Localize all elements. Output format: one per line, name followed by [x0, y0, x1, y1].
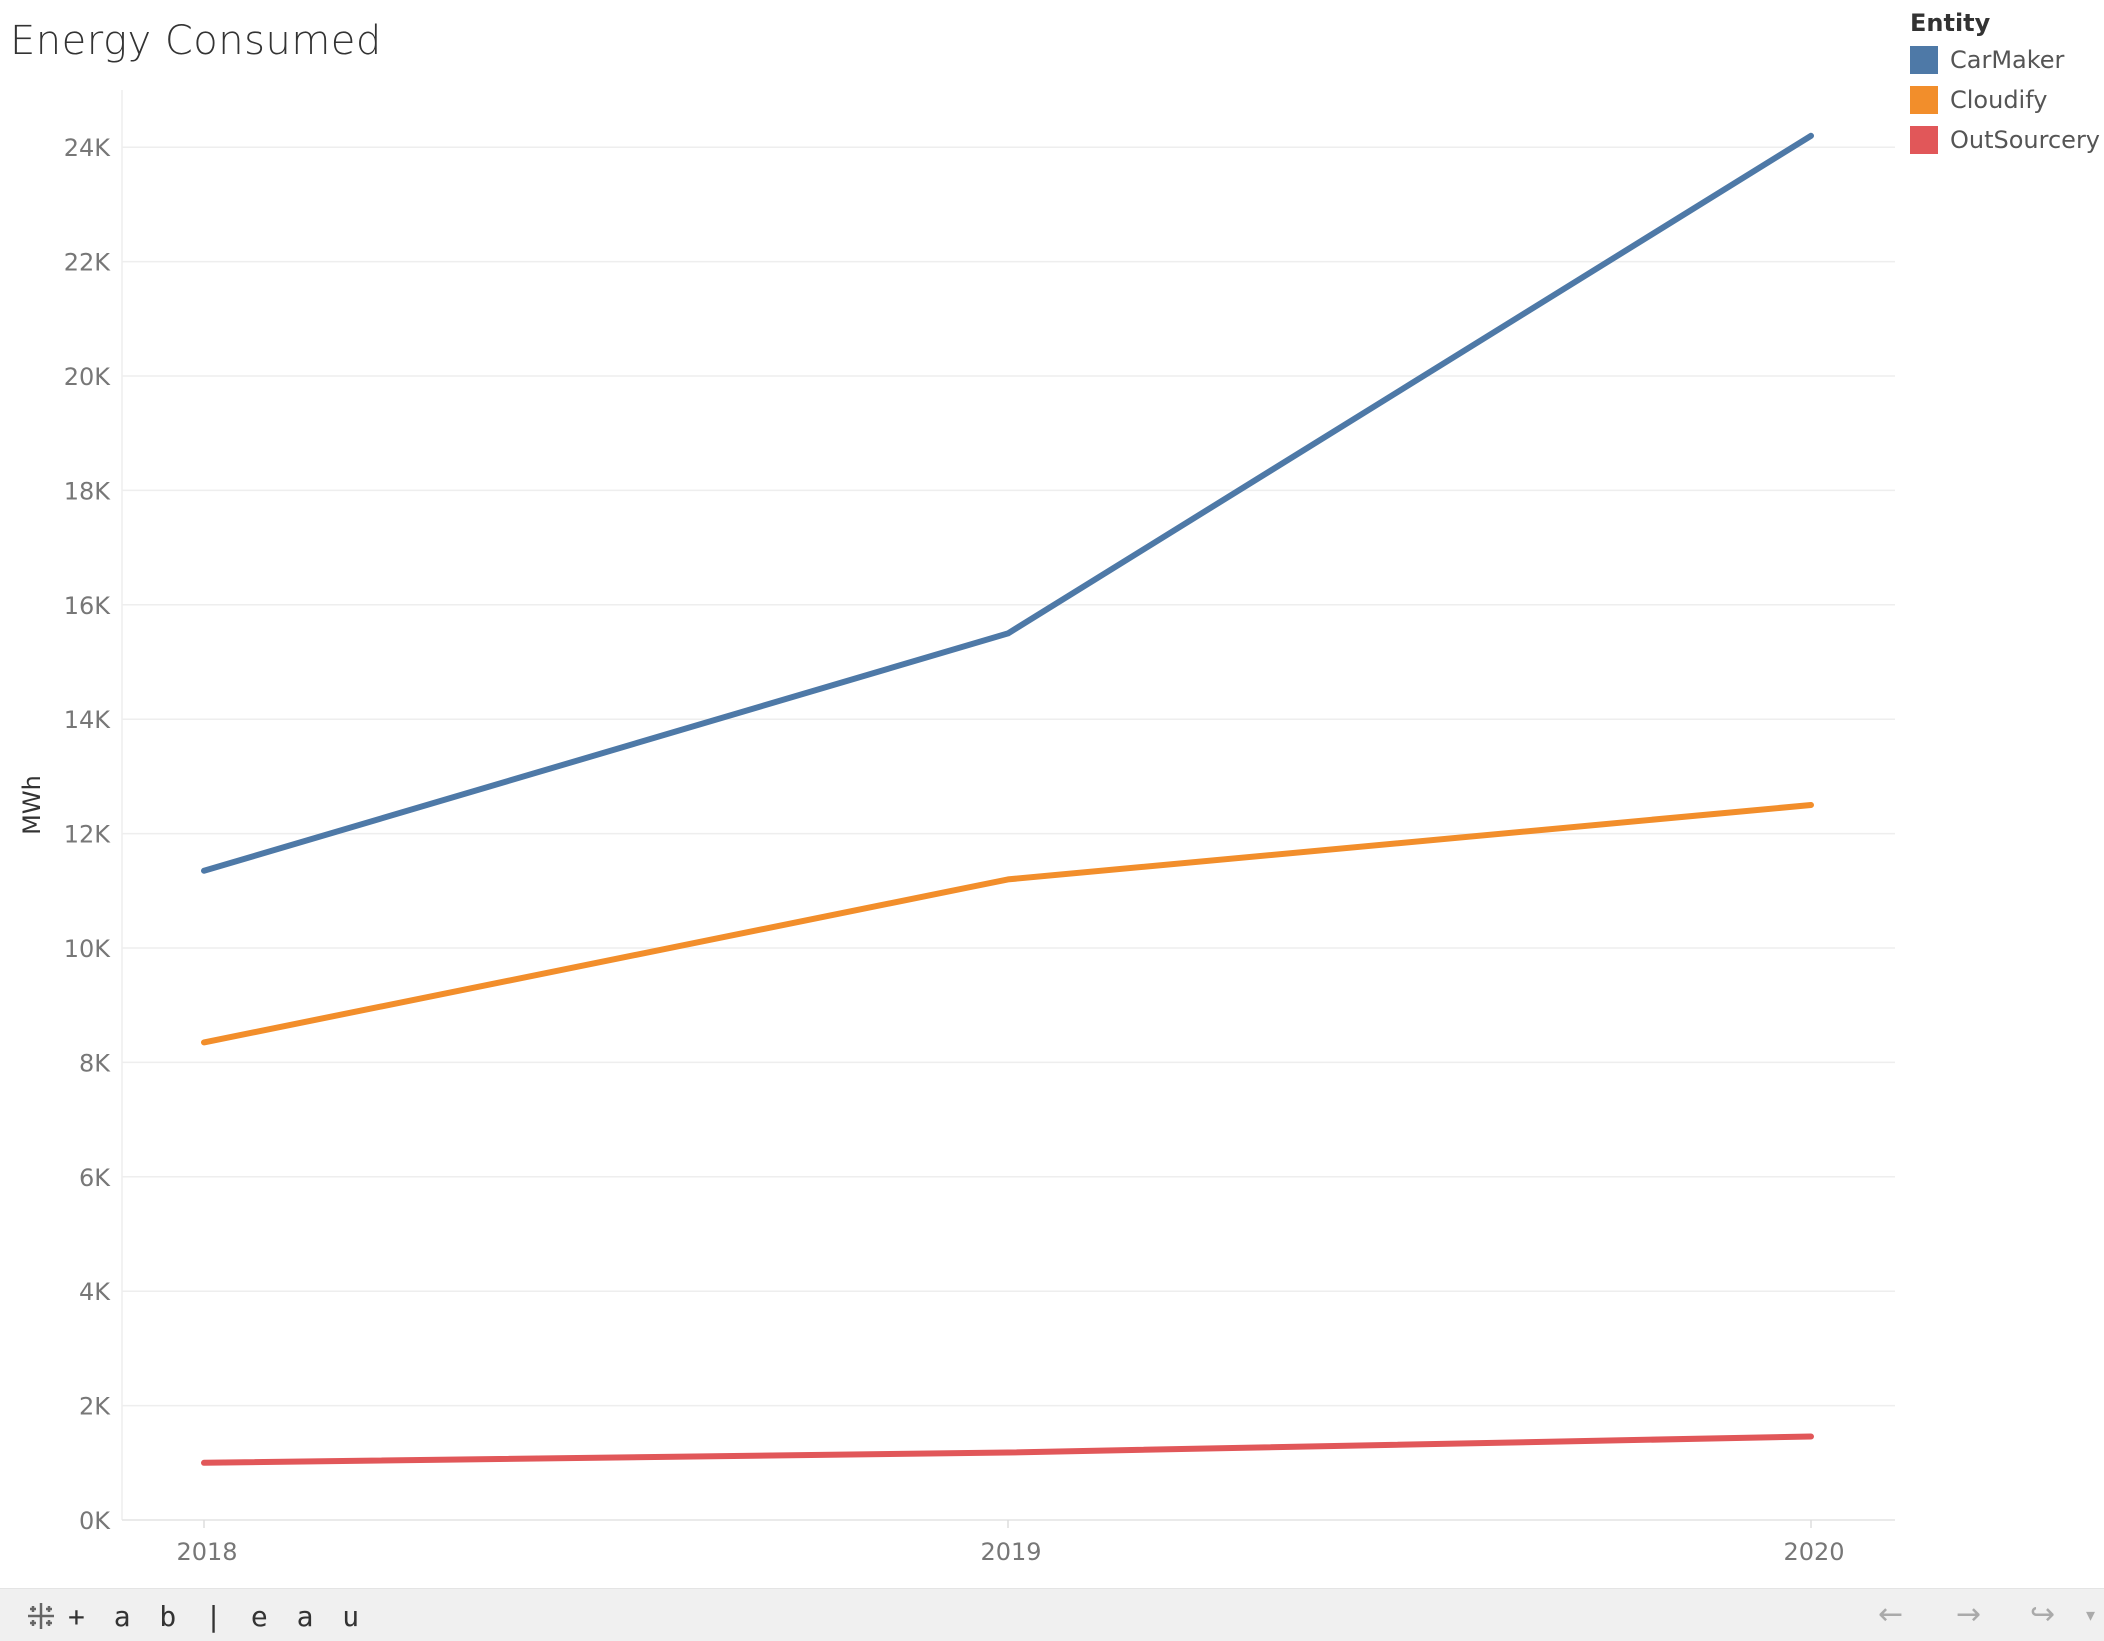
gridlines	[122, 146, 1895, 1521]
legend-item-carmaker[interactable]: CarMaker	[1910, 40, 2100, 80]
dropdown-icon[interactable]: ▾	[2086, 1605, 2096, 1626]
back-arrow-icon[interactable]: ←	[1878, 1597, 1904, 1632]
axes	[121, 90, 1895, 1528]
legend-label-carmaker: CarMaker	[1950, 46, 2065, 74]
legend-swatch-outsourcery	[1910, 126, 1938, 154]
x-tick-labels: 2018 2019 2020	[176, 1538, 1844, 1566]
legend-item-cloudify[interactable]: Cloudify	[1910, 80, 2100, 120]
y-tick-label: 14K	[64, 706, 112, 734]
legend-item-outsourcery[interactable]: OutSourcery	[1910, 120, 2100, 160]
forward-arrow-icon[interactable]: →	[1956, 1597, 1982, 1632]
legend-title: Entity	[1910, 9, 1991, 37]
tableau-logo-icon	[28, 1603, 54, 1629]
y-axis-label: MWh	[18, 775, 46, 835]
y-tick-label: 6K	[79, 1164, 111, 1192]
series-line-carmaker[interactable]	[201, 132, 1814, 874]
legend-label-outsourcery: OutSourcery	[1950, 126, 2101, 154]
legend: Entity CarMaker Cloudify OutSourcery	[1910, 6, 2100, 160]
x-tick-label: 2019	[980, 1538, 1041, 1566]
y-tick-label: 12K	[64, 821, 112, 849]
y-tick-label: 4K	[79, 1278, 111, 1306]
share-icon[interactable]: ↪	[2030, 1597, 2056, 1632]
y-tick-label: 8K	[79, 1049, 111, 1077]
tableau-footer-toolbar: + a b | e a u ← → ↪ ▾	[0, 1588, 2104, 1641]
y-tick-label: 20K	[64, 363, 112, 391]
tableau-logo[interactable]: + a b | e a u	[24, 1599, 365, 1633]
legend-label-cloudify: Cloudify	[1950, 86, 2048, 114]
y-tick-label: 10K	[64, 935, 112, 963]
y-tick-labels: 0K 2K 4K 6K 8K 10K 12K 14K 16K 18K 20K 22K 24K	[64, 134, 112, 1535]
series-lines	[201, 132, 1814, 1466]
y-tick-label: 2K	[79, 1393, 111, 1421]
y-tick-label: 18K	[64, 477, 112, 505]
tableau-wordmark: + a b | e a u	[68, 1599, 366, 1633]
y-tick-label: 16K	[64, 592, 112, 620]
series-line-cloudify[interactable]	[201, 802, 1814, 1046]
x-tick-label: 2018	[176, 1538, 237, 1566]
x-tick-label: 2020	[1783, 1538, 1844, 1566]
chart-title: Energy Consumed	[10, 18, 382, 64]
series-line-outsourcery[interactable]	[201, 1433, 1814, 1466]
y-tick-label: 0K	[79, 1507, 111, 1535]
y-tick-label: 22K	[64, 249, 112, 277]
legend-swatch-carmaker	[1910, 46, 1938, 74]
y-tick-label: 24K	[64, 134, 112, 162]
legend-swatch-cloudify	[1910, 86, 1938, 114]
